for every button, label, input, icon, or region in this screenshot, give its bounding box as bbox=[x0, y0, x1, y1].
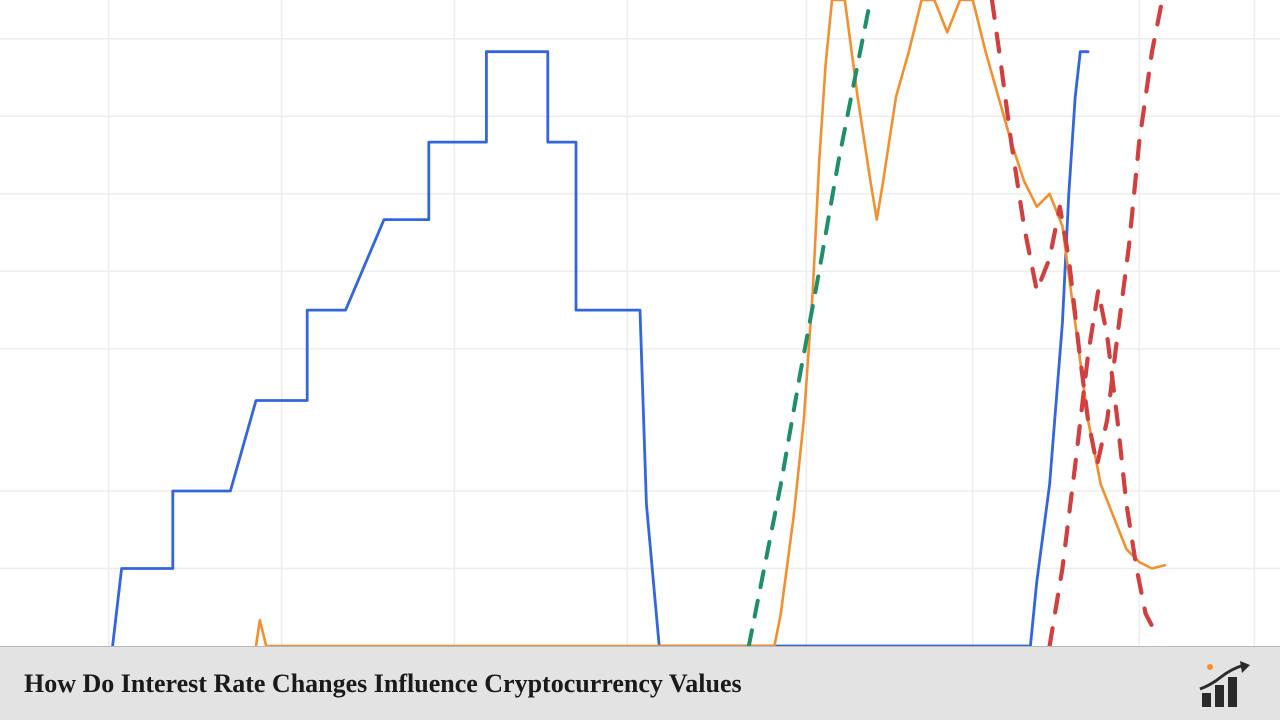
series-orange-line bbox=[256, 0, 1165, 646]
footer-title: How Do Interest Rate Changes Influence C… bbox=[24, 669, 742, 699]
line-chart bbox=[0, 0, 1280, 646]
chart-area bbox=[0, 0, 1280, 646]
growth-chart-icon bbox=[1196, 659, 1256, 709]
series-green-dashed-line bbox=[749, 0, 871, 646]
footer-bar: How Do Interest Rate Changes Influence C… bbox=[0, 646, 1280, 720]
